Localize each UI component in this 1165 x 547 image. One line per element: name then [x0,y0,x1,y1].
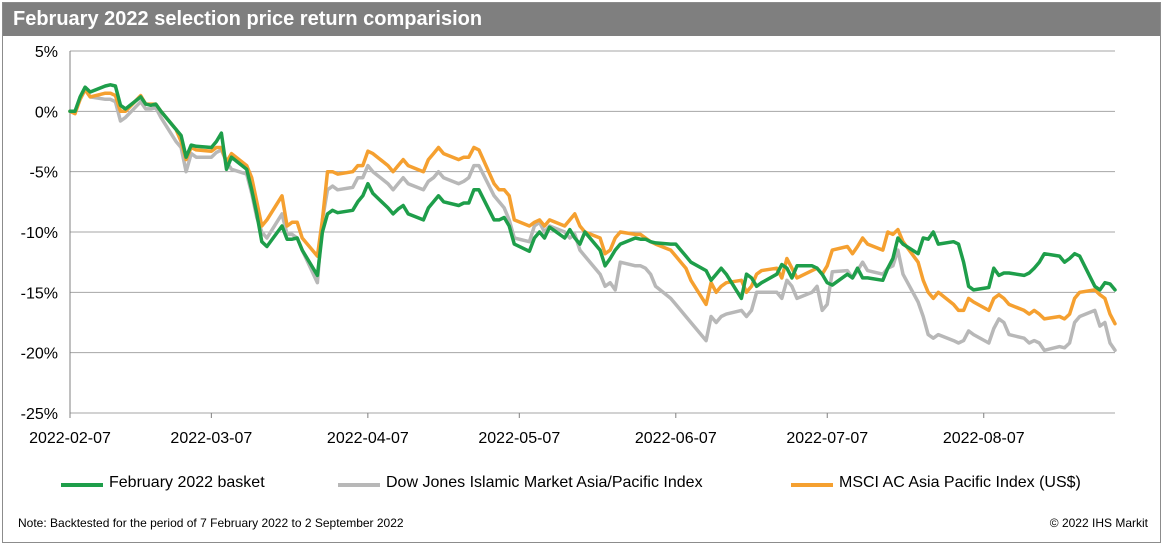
legend-label-msci: MSCI AC Asia Pacific Index (US$) [839,474,1081,491]
y-tick-label: -5% [30,165,58,182]
legend-swatch-basket [61,483,103,487]
title-bar: February 2022 selection price return com… [3,3,1160,36]
series-line-1 [68,87,1117,353]
x-tick-label: 2022-02-07 [29,430,111,447]
x-tick-label: 2022-07-07 [786,430,868,447]
y-tick-label: 5% [35,44,58,61]
x-tick-label: 2022-04-07 [327,430,409,447]
x-tick-label: 2022-03-07 [170,430,252,447]
y-tick-label: 0% [35,104,58,121]
legend-label-djim: Dow Jones Islamic Market Asia/Pacific In… [386,474,703,491]
chart-title: February 2022 selection price return com… [13,8,483,30]
legend-label-basket: February 2022 basket [109,474,265,491]
footnote: Note: Backtested for the period of 7 Feb… [18,516,404,530]
line-chart: 5% 0% -5% -10% -15% -20% -25% 2022-02-07 2022-03… [21,44,1117,447]
legend-swatch-djim [338,483,380,487]
series-line-2 [68,87,1117,326]
x-tick-label: 2022-08-07 [943,430,1025,447]
x-tick-label: 2022-05-07 [478,430,560,447]
y-tick-label: -15% [21,285,58,302]
series-line-0 [68,83,1117,301]
y-tick-label: -25% [21,406,58,423]
y-tick-label: -20% [21,346,58,363]
y-tick-label: -10% [21,225,58,242]
copyright: © 2022 IHS Markit [1049,516,1148,530]
x-tick-label: 2022-06-07 [635,430,717,447]
legend-swatch-msci [791,483,833,487]
